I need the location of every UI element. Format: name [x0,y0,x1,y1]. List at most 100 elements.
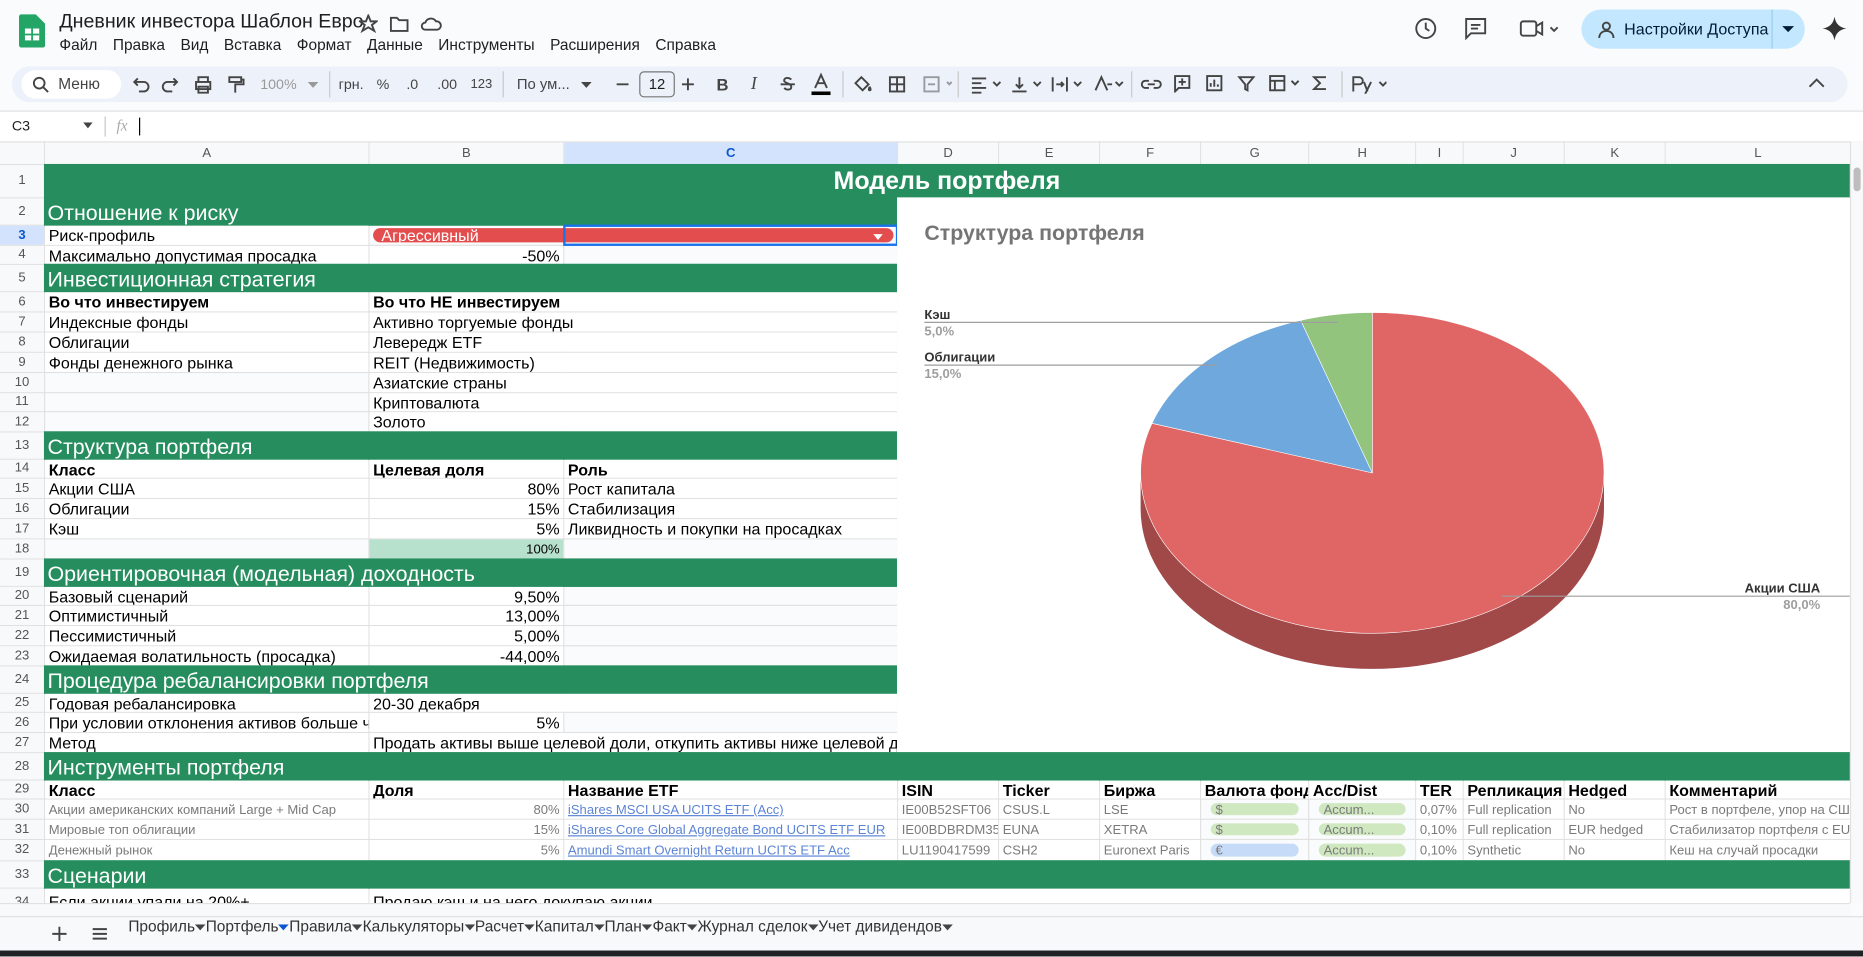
row-header[interactable]: 19 [0,559,44,586]
row-header[interactable]: 15 [0,478,44,498]
fill-color[interactable] [852,74,873,95]
cell[interactable]: IE00BDBRDM35 [898,819,999,839]
cell[interactable]: No [1564,799,1665,819]
row-header[interactable]: 33 [0,861,44,888]
row-header[interactable]: 30 [0,799,44,819]
meet-icon[interactable] [1518,17,1561,41]
search-box[interactable]: Меню [21,70,122,99]
sheet-tab[interactable]: Капитал [535,917,605,950]
insert-comment[interactable] [1173,74,1192,93]
column-header[interactable]: D [898,142,999,164]
column-header[interactable]: F [1100,142,1201,164]
column-header[interactable]: B [369,142,564,164]
cell[interactable]: Метод [45,733,369,753]
cell[interactable]: Акции американских компаний Large + Mid … [45,799,369,819]
font-dropdown[interactable] [581,81,592,89]
cell[interactable]: Full replication [1463,799,1564,819]
cell[interactable]: 15% [369,819,564,839]
cell[interactable]: XETRA [1100,819,1201,839]
bold[interactable]: B [716,74,729,94]
insert-link[interactable] [1140,75,1162,94]
column-title-cell[interactable]: Acc/Dist [1309,780,1416,799]
column-header[interactable]: E [999,142,1100,164]
column-header[interactable]: J [1463,142,1564,164]
cell[interactable]: No [1564,840,1665,861]
name-box[interactable]: C3 [11,117,31,135]
row-header[interactable]: 9 [0,352,44,372]
menu-item[interactable]: Формат [296,35,352,54]
menu-item[interactable]: Вид [180,35,209,54]
sheets-logo[interactable] [19,14,46,48]
tab-menu-arrow[interactable] [195,924,206,931]
cell[interactable]: 5% [369,519,564,539]
font-size[interactable]: 12 [639,71,675,98]
cell[interactable]: Amundi Smart Overnight Return UCITS ETF … [564,840,898,861]
row-header[interactable]: 1 [0,165,44,198]
merge-cells[interactable] [922,75,953,94]
menu-item[interactable]: Данные [367,35,423,54]
cell[interactable]: Стабилизация [564,499,898,519]
menu-item[interactable]: Вставка [223,35,282,54]
cell[interactable]: Акции США [45,478,369,498]
column-title-cell[interactable]: Доля [369,780,564,799]
vertical-scrollbar[interactable] [1849,141,1863,903]
column-title-cell[interactable]: Hedged [1564,780,1665,799]
tab-menu-arrow[interactable] [807,924,819,931]
menu-item[interactable]: Инструменты [438,35,535,54]
collapse-toolbar[interactable] [1808,77,1825,89]
cell[interactable]: Фонды денежного рынка [45,352,369,372]
gemini-icon[interactable] [1822,16,1847,41]
font-family[interactable]: По ум... [516,76,570,93]
column-header[interactable]: G [1201,142,1309,164]
borders[interactable] [888,75,907,94]
column-title-cell[interactable]: Ticker [999,780,1100,799]
cell[interactable]: EUR hedged [1564,819,1665,839]
cell[interactable]: Базовый сценарий [45,586,369,605]
name-box-dropdown[interactable] [83,122,93,129]
undo[interactable] [131,75,150,94]
row-header[interactable]: 29 [0,780,44,799]
cell[interactable]: Активно торгуемые фонды [369,312,898,332]
cell[interactable]: 0,10% [1416,840,1463,861]
move-icon[interactable] [389,14,409,33]
row-header[interactable]: 3 [0,225,44,245]
sheet-tab[interactable]: План [605,917,653,950]
table-view[interactable] [1268,74,1301,93]
column-title-cell[interactable]: Комментарий [1665,780,1850,799]
cell[interactable]: При условии отклонения активов больше ч [45,712,369,732]
cell[interactable]: Стабилизатор портфеля с EU [1665,819,1850,839]
cloud-icon[interactable] [420,14,442,33]
cell[interactable]: CSUS.L [999,799,1100,819]
increase-decimals[interactable]: .00 [437,76,458,93]
cell[interactable]: $ [1210,823,1299,836]
cell[interactable]: 5% [369,712,564,732]
cell[interactable]: 13,00% [369,605,564,625]
font-size-decrease[interactable] [614,75,631,94]
cell[interactable]: Кэш [45,519,369,539]
cell[interactable]: 20-30 декабря [369,693,898,712]
row-header[interactable]: 34 [0,888,44,903]
number-format[interactable]: 123 [470,77,493,92]
column-title-cell[interactable]: Роль [564,459,898,478]
column-title-cell[interactable]: Класс [45,780,369,799]
cell[interactable]: 0,07% [1416,799,1463,819]
row-header[interactable]: 5 [0,264,44,292]
redo[interactable] [161,75,181,94]
insert-chart[interactable] [1205,74,1224,93]
cell[interactable]: Ожидаемая волатильность (просадка) [45,646,369,666]
row-header[interactable]: 23 [0,646,44,666]
cell[interactable]: Продаю кэш и на него докупаю акции [369,888,1850,903]
cell[interactable]: Synthetic [1463,840,1564,861]
column-header[interactable]: I [1416,142,1463,164]
zoom[interactable]: 100% [260,76,297,93]
column-header[interactable]: A [45,142,369,164]
cell[interactable]: Accum... [1318,803,1406,816]
menu-item[interactable]: Файл [59,35,98,54]
tab-menu-arrow[interactable] [641,924,653,931]
text-color[interactable] [810,72,831,96]
cell[interactable]: REIT (Недвижимость) [369,352,898,372]
row-header[interactable]: 20 [0,586,44,605]
add-sheet[interactable] [51,926,68,943]
paint-format[interactable] [226,75,245,94]
tab-menu-arrow[interactable] [464,924,475,931]
